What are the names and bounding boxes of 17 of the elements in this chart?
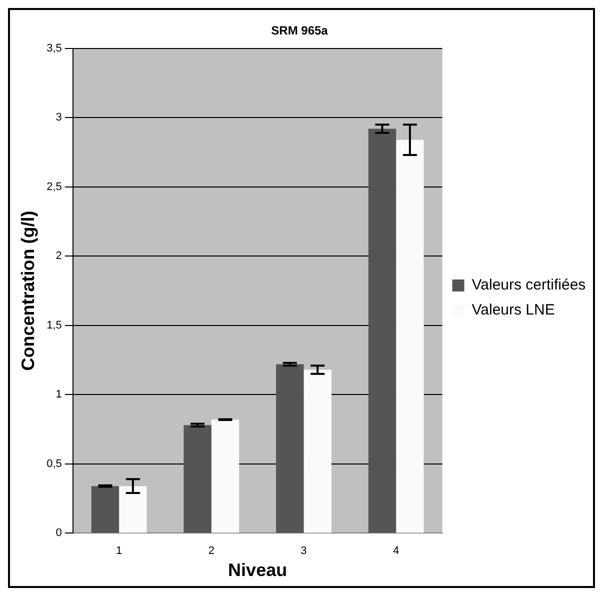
y-axis-title: Concentration (g/l)	[18, 210, 38, 371]
y-tick-label: 3	[56, 112, 62, 124]
x-tick-label: 3	[300, 544, 307, 557]
y-tick-label: 1,5	[46, 319, 62, 332]
x-tick-label: 2	[208, 544, 214, 557]
chart-title: SRM 965a	[271, 24, 328, 38]
y-tick-label: 0,5	[46, 458, 62, 470]
y-tick-label: 3,5	[46, 42, 62, 54]
x-tick-label: 4	[393, 544, 400, 557]
y-tick-label: 1	[56, 388, 62, 401]
y-tick-label: 2,5	[46, 180, 62, 193]
y-tick-label: 2	[56, 250, 62, 262]
legend-label: Valeurs certifiées	[472, 276, 586, 294]
text: Valeurs LNE	[472, 302, 555, 319]
x-axis-title: Niveau	[228, 560, 288, 580]
y-tick-label: 0	[56, 527, 62, 540]
x-tick-label: 1	[116, 544, 122, 557]
